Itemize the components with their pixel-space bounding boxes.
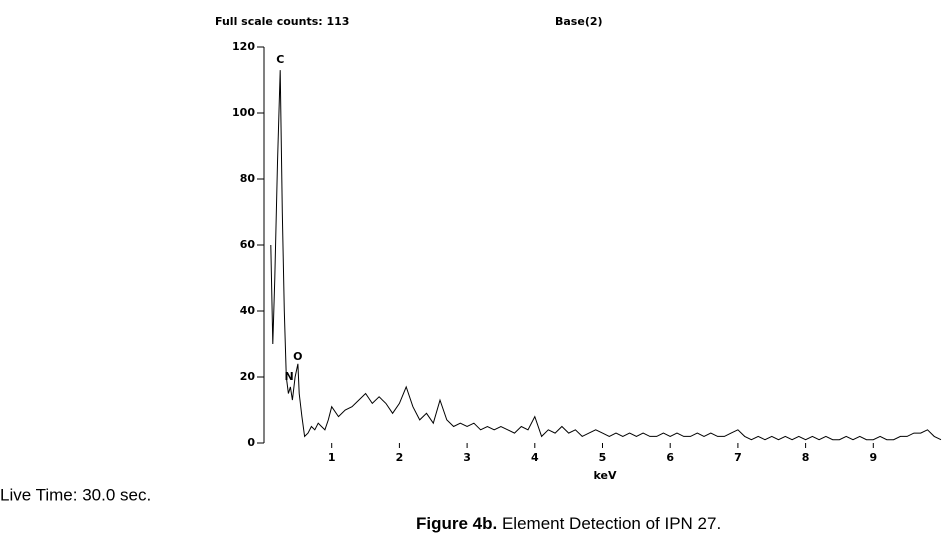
y-tick-label: 60: [240, 238, 256, 251]
caption: Figure 4b. Element Detection of IPN 27.: [416, 514, 721, 533]
caption-bold: Figure 4b.: [416, 514, 497, 533]
x-axis-label: keV: [594, 469, 617, 482]
caption-text: Element Detection of IPN 27.: [502, 514, 721, 533]
x-tick-label: 7: [734, 451, 742, 464]
x-tick-label: 2: [396, 451, 404, 464]
x-tick-label: 8: [802, 451, 810, 464]
x-tick-label: 6: [666, 451, 674, 464]
y-tick-label: 100: [232, 106, 255, 119]
y-tick-label: 40: [240, 304, 256, 317]
chart-subtitle: Base(2): [555, 15, 603, 28]
y-tick-label: 80: [240, 172, 256, 185]
peak-label: O: [293, 350, 302, 363]
peak-label: N: [284, 370, 293, 383]
x-tick-label: 4: [531, 451, 539, 464]
chart-title: Full scale counts: 113: [215, 15, 349, 28]
spectrum-line: [270, 70, 942, 441]
y-tick-label: 0: [247, 436, 255, 449]
live-time: Live Time: 30.0 sec.: [0, 485, 151, 504]
x-tick-label: 3: [463, 451, 471, 464]
y-tick-label: 20: [240, 370, 256, 383]
y-tick-label: 120: [232, 40, 255, 53]
peak-label: C: [276, 53, 284, 66]
x-tick-label: 9: [869, 451, 877, 464]
x-tick-label: 5: [599, 451, 607, 464]
x-tick-label: 1: [328, 451, 336, 464]
